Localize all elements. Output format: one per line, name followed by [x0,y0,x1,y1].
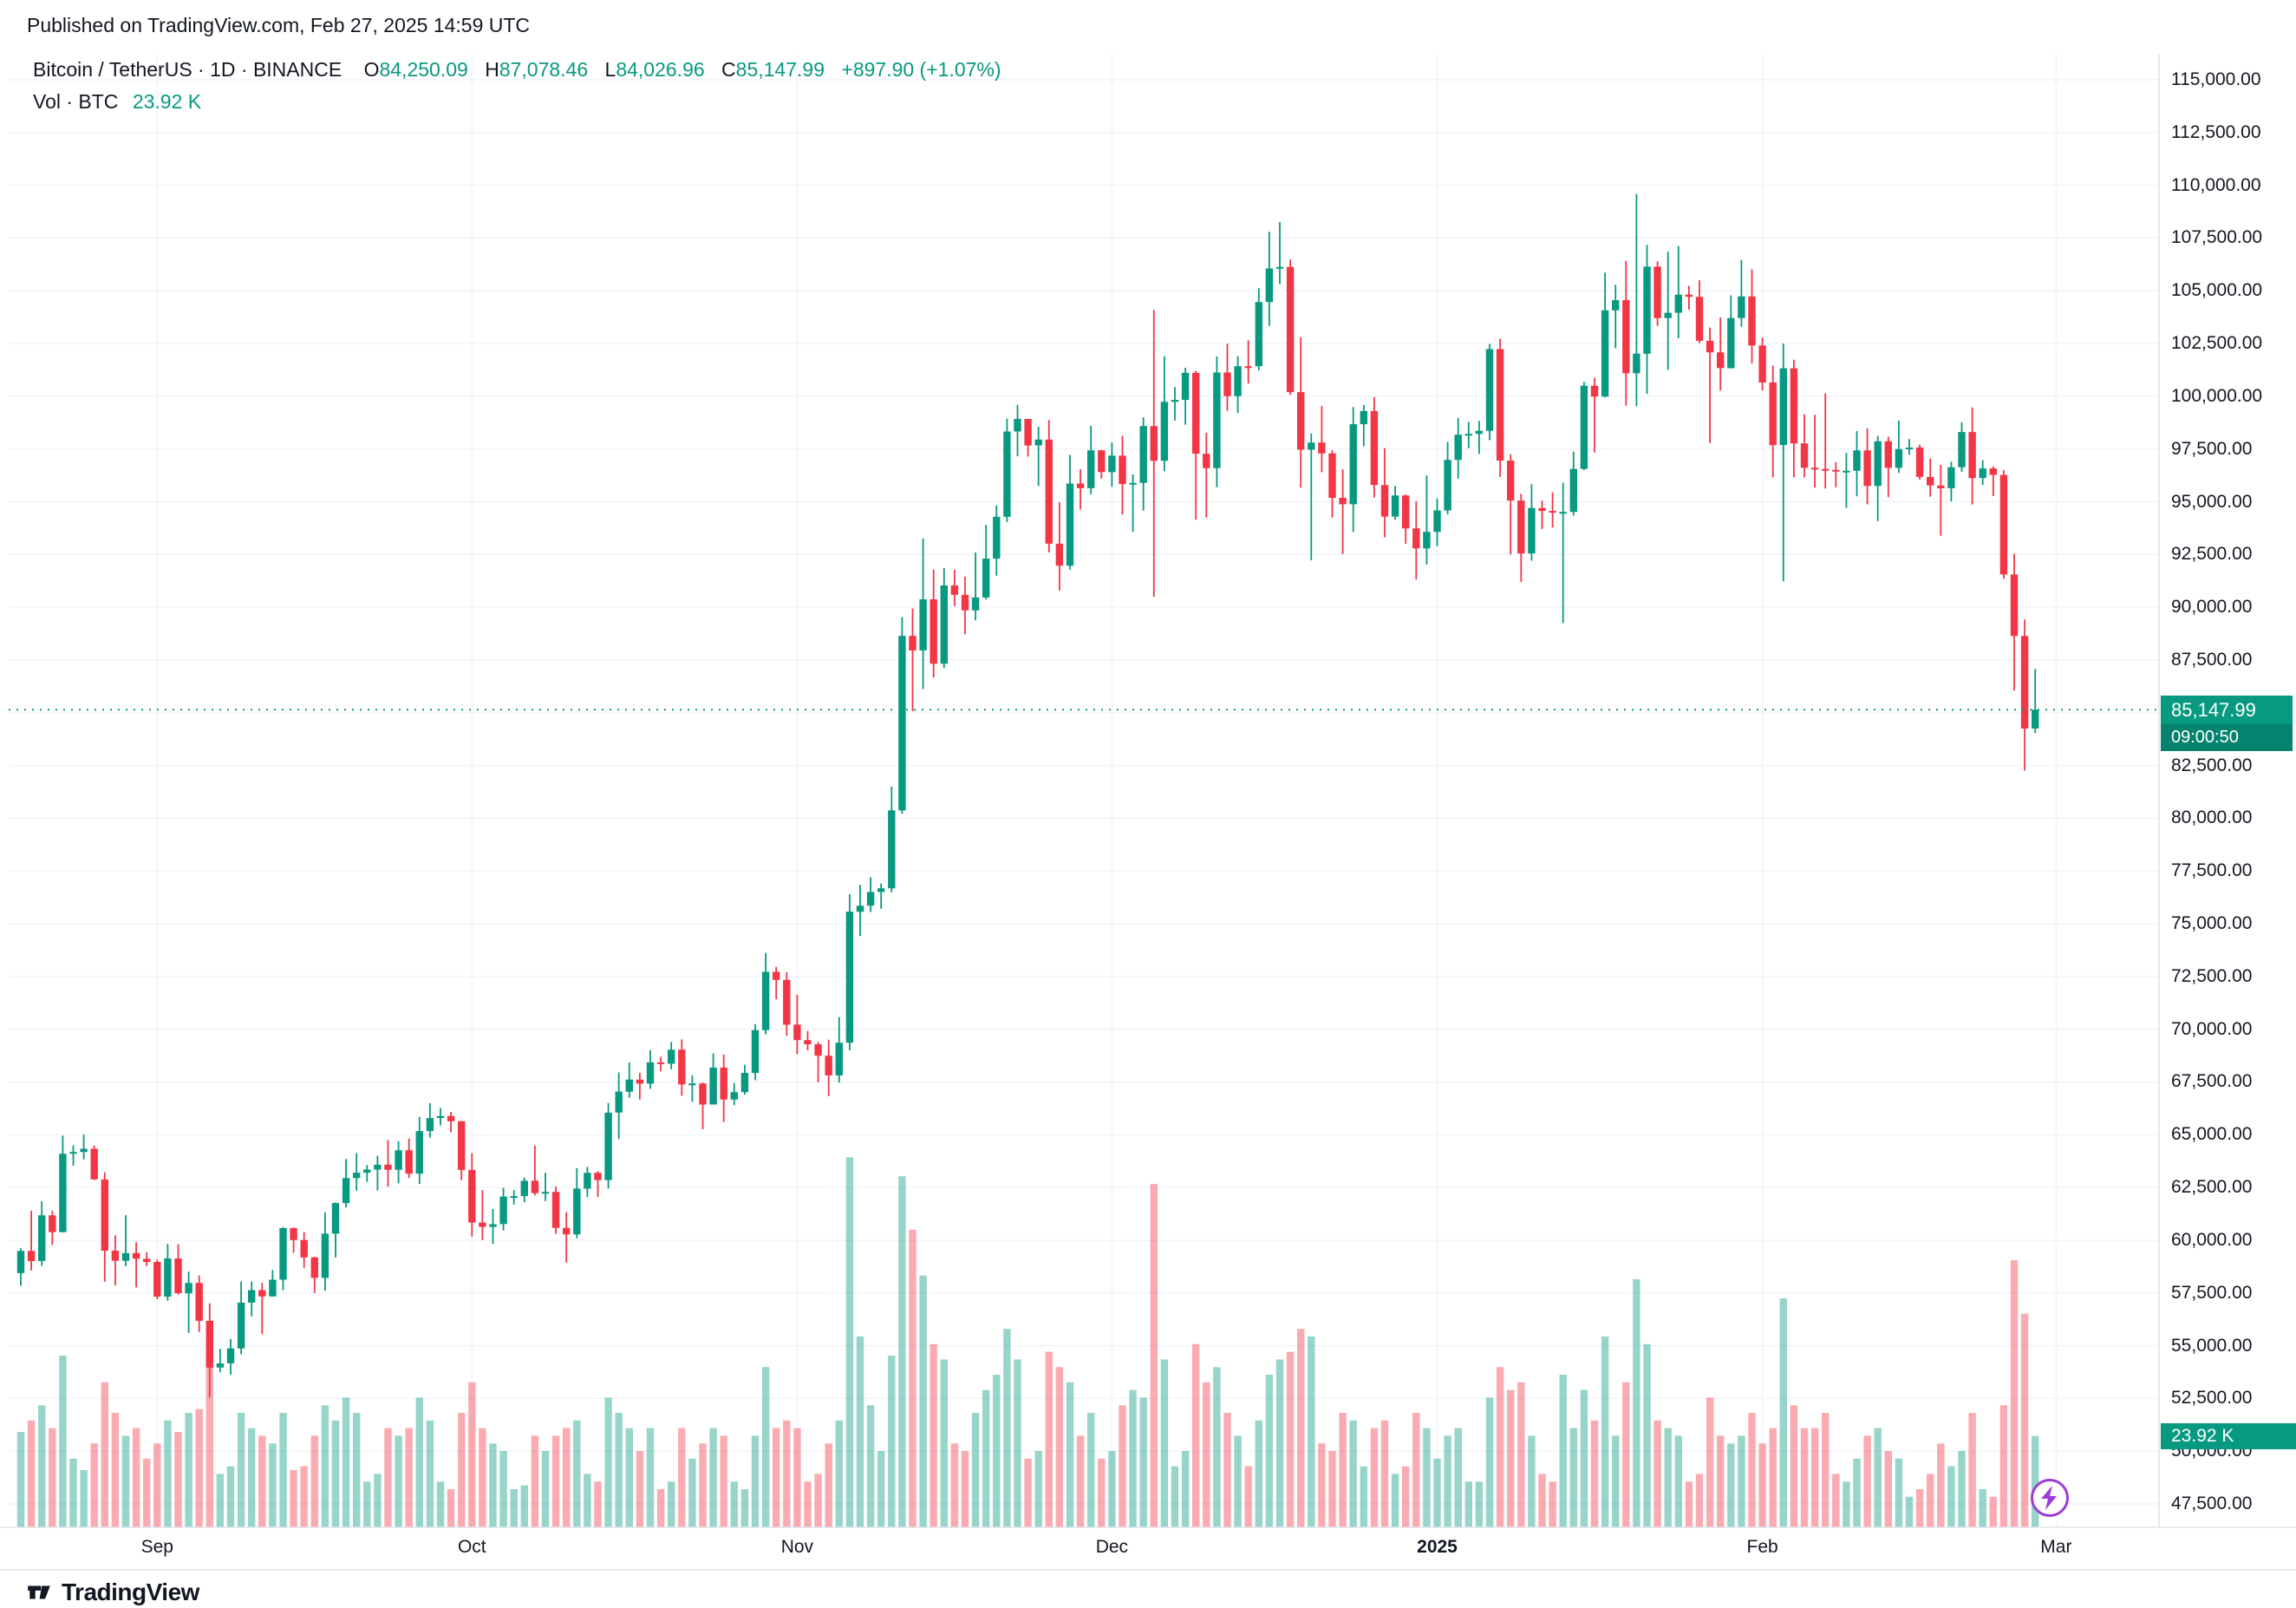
price-tick-label: 57,500.00 [2171,1282,2253,1303]
price-tick-label: 87,500.00 [2171,649,2253,670]
time-axis-label: Oct [457,1537,486,1557]
last-price-label: 85,147.99 09:00:50 [2161,696,2293,752]
vertical-gridlines [156,54,2058,1527]
price-tick-label: 105,000.00 [2171,280,2263,301]
time-axis-label: Nov [780,1537,814,1557]
volume-axis-label: 23.92 K [2161,1422,2296,1449]
axis-border-lines [0,54,2296,1571]
candle-wicks-down [30,259,2025,1398]
ohlc-high: H87,078.46 [485,58,589,81]
price-tick-label: 80,000.00 [2171,807,2253,828]
lightning-icon [2041,1486,2057,1510]
chart-legend: Bitcoin / TetherUS · 1D · BINANCE O84,25… [33,54,1001,118]
price-tick-label: 60,000.00 [2171,1229,2253,1250]
price-tick-label: 62,500.00 [2171,1177,2253,1198]
price-tick-label: 102,500.00 [2171,333,2263,354]
published-header: Published on TradingView.com, Feb 27, 20… [27,14,531,36]
price-tick-label: 77,500.00 [2171,860,2253,881]
tradingview-wordmark[interactable]: TradingView [62,1579,199,1605]
candle-bodies-down [27,266,2029,1368]
candle-wicks-up [20,193,2037,1375]
price-change: +897.90 (+1.07%) [841,58,1001,81]
time-axis-label: Dec [1095,1537,1129,1557]
legend-symbol-row: Bitcoin / TetherUS · 1D · BINANCE O84,25… [33,54,1001,86]
price-tick-label: 100,000.00 [2171,385,2263,406]
time-axis-label: Sep [140,1537,173,1557]
price-tick-label: 115,000.00 [2171,69,2261,89]
price-tick-label: 95,000.00 [2171,491,2253,512]
price-tick-label: 65,000.00 [2171,1124,2253,1145]
ohlc-close: C85,147.99 [721,58,825,81]
price-tick-label: 75,000.00 [2171,913,2253,934]
footer: TradingView [26,1579,199,1606]
tradingview-logo-icon [28,1585,50,1599]
price-tick-label: 55,000.00 [2171,1335,2253,1356]
volume-series-label: Vol · BTC [33,90,119,113]
time-axis-label: Mar [2040,1537,2072,1557]
last-price-value: 85,147.99 [2171,699,2256,722]
volume-bars-down [27,1184,2029,1527]
price-tick-label: 47,500.00 [2171,1494,2253,1513]
bar-countdown: 09:00:50 [2161,724,2293,752]
volume-value: 23.92 K [132,90,202,113]
price-tick-label: 97,500.00 [2171,438,2253,459]
price-tick-label: 67,500.00 [2171,1071,2253,1092]
price-tick-label: 82,500.00 [2171,755,2253,775]
price-tick-label: 72,500.00 [2171,965,2253,986]
price-tick-label: 70,000.00 [2171,1018,2253,1039]
ohlc-low: L84,026.96 [604,58,705,81]
price-tick-label: 92,500.00 [2171,544,2253,565]
time-axis-label: 2025 [1417,1537,1458,1557]
ohlc-open: O84,250.09 [363,58,468,81]
boost-flash-button[interactable] [2031,1479,2069,1517]
price-tick-label: 112,500.00 [2171,121,2261,142]
legend-volume-row: Vol · BTC 23.92 K [33,86,1001,118]
symbol-title[interactable]: Bitcoin / TetherUS · 1D · BINANCE [33,58,342,81]
time-axis-label: Feb [1746,1537,1778,1557]
price-tick-label: 90,000.00 [2171,597,2253,618]
price-tick-label: 110,000.00 [2171,174,2261,195]
price-tick-label: 107,500.00 [2171,227,2263,248]
volume-bars-up [16,1157,2039,1527]
candle-bodies-up [16,266,2039,1368]
price-tick-label: 52,500.00 [2171,1388,2253,1409]
horizontal-gridlines [9,79,2159,1505]
